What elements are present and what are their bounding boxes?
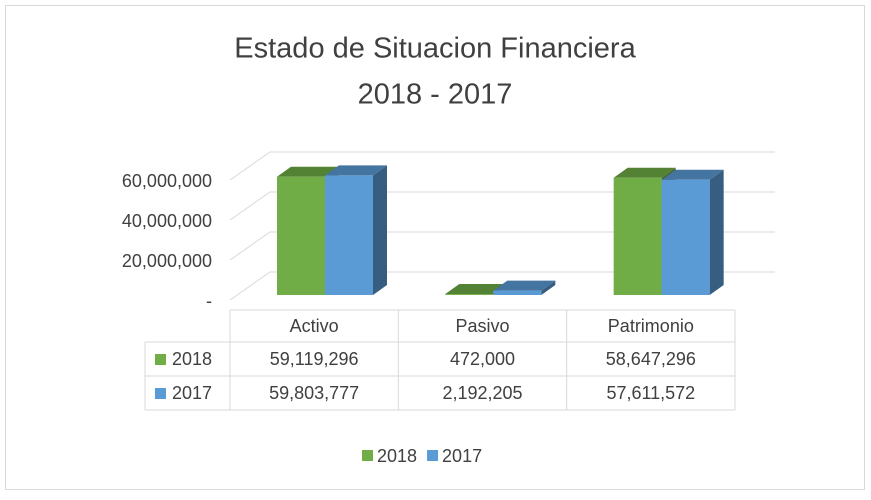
grid-line	[229, 151, 775, 181]
bar-top	[493, 280, 556, 291]
table-value: 2,192,205	[442, 383, 522, 403]
grid-line	[229, 271, 775, 301]
legend-swatch	[362, 450, 373, 461]
table-value: 58,647,296	[606, 349, 696, 369]
legend-label: 2017	[442, 446, 482, 466]
table-value: 59,803,777	[269, 383, 359, 403]
bar-top	[661, 169, 724, 180]
bar-front	[325, 175, 373, 295]
y-tick-label: 60,000,000	[122, 171, 212, 191]
table-row-label: 2018	[172, 349, 212, 369]
table-legend-swatch	[155, 388, 166, 399]
y-tick-label: 40,000,000	[122, 211, 212, 231]
table-legend-swatch	[155, 354, 166, 365]
bar-front	[277, 176, 325, 295]
legend-label: 2018	[377, 446, 417, 466]
bar-side	[373, 165, 387, 295]
grid-line	[229, 191, 775, 221]
bar-front	[613, 177, 662, 295]
bar	[325, 165, 387, 295]
y-tick-label: 20,000,000	[122, 251, 212, 271]
bar	[661, 169, 724, 295]
table-row-label: 2017	[172, 383, 212, 403]
y-tick-label: -	[206, 291, 212, 311]
bar-front	[661, 179, 710, 295]
table-value: 57,611,572	[606, 383, 695, 403]
bar-side	[541, 280, 556, 295]
bar-side	[709, 169, 724, 295]
bar-top	[325, 165, 387, 176]
chart-subtitle: 2018 - 2017	[358, 79, 513, 111]
x-tick-label: Pasivo	[455, 316, 509, 336]
bar-top	[445, 284, 508, 295]
table-value: 472,000	[450, 349, 515, 369]
bar	[493, 280, 556, 295]
bar-top	[613, 167, 676, 178]
x-tick-label: Activo	[290, 316, 339, 336]
grid-line	[229, 231, 775, 261]
table-value: 59,119,296	[270, 349, 359, 369]
legend-swatch	[427, 450, 439, 461]
bar-front	[445, 294, 494, 295]
bar-top	[277, 166, 339, 177]
x-tick-label: Patrimonio	[608, 316, 694, 336]
chart-title: Estado de Situacion Financiera	[234, 33, 636, 65]
bar-front	[493, 290, 542, 295]
